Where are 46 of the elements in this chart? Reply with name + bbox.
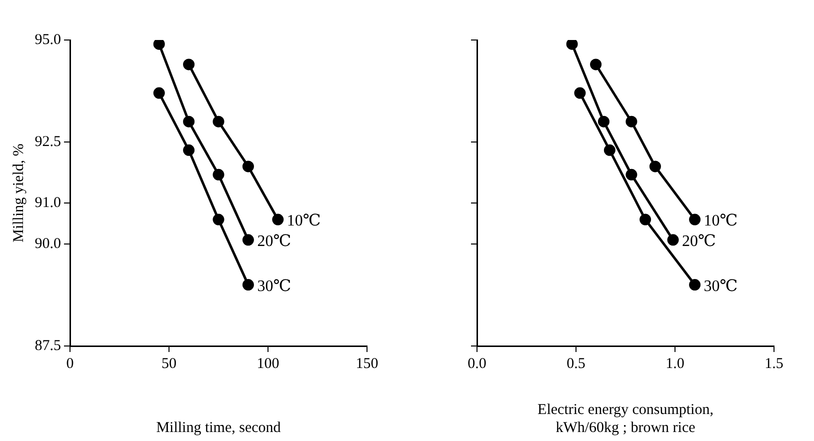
x-tick-label: 1.5: [764, 356, 784, 372]
x-tick-label: 50: [162, 356, 176, 372]
point: [689, 279, 701, 291]
point: [649, 160, 661, 172]
point: [604, 144, 616, 156]
point: [590, 58, 602, 70]
point: [183, 58, 195, 70]
x-tick-label: 1.0: [666, 356, 684, 372]
point: [598, 116, 610, 128]
y-axis-title: Milling yield, %: [10, 144, 27, 242]
x-tick-label: 0: [66, 356, 74, 372]
x-tick-label: 0.0: [468, 356, 486, 372]
point: [626, 168, 638, 180]
point: [689, 214, 701, 226]
series-label: 10℃: [286, 212, 321, 230]
point: [574, 87, 586, 99]
point: [212, 214, 224, 226]
point: [183, 144, 195, 156]
y-tick-label: 87.5: [34, 338, 61, 354]
point: [242, 160, 254, 172]
point: [626, 116, 638, 128]
series-label: 20℃: [257, 233, 292, 250]
series-label: 30℃: [257, 278, 292, 296]
y-tick-label: 90.0: [34, 236, 61, 252]
point: [242, 234, 254, 246]
y-tick-label: 92.5: [34, 134, 61, 150]
point: [153, 40, 165, 50]
x-axis-title: Electric energy consumption, kWh/60kg ; brown rice: [538, 402, 714, 436]
point: [272, 214, 284, 226]
point: [566, 40, 578, 50]
point: [212, 116, 224, 128]
point: [667, 234, 679, 246]
series-label: 30℃: [704, 278, 738, 296]
point: [212, 168, 224, 180]
y-tick-label: 91.0: [34, 195, 61, 212]
point: [153, 87, 165, 99]
point: [640, 214, 652, 226]
y-tick-label: 95.0: [34, 32, 61, 48]
x-axis-title: Milling time, second: [156, 420, 282, 436]
x-tick-label: 100: [256, 356, 280, 372]
series-label: 20℃: [682, 233, 716, 250]
point: [183, 116, 195, 128]
x-tick-label: 150: [356, 356, 378, 372]
point: [242, 279, 254, 291]
series-label: 10℃: [704, 212, 738, 230]
x-tick-label: 0.5: [566, 356, 586, 372]
